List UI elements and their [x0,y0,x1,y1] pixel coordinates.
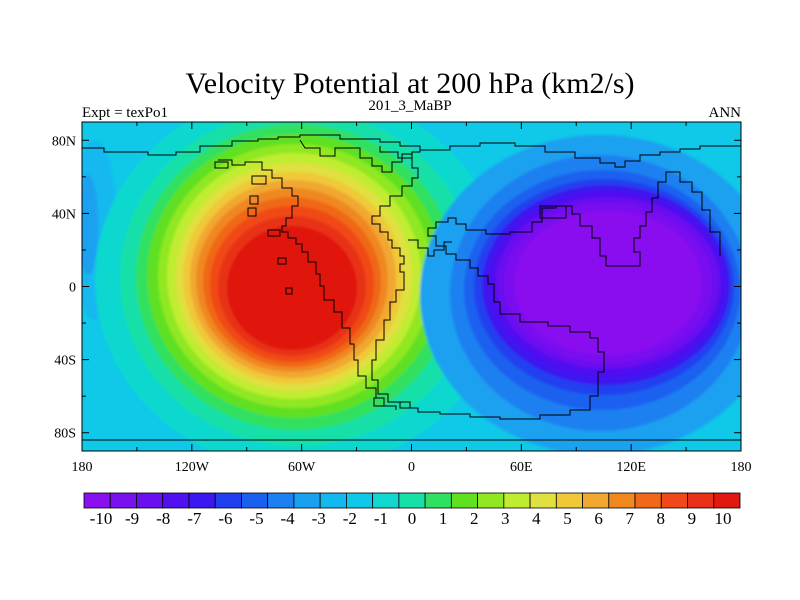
island-5 [267,229,281,237]
colorbar-box [555,492,583,509]
colorbar-label: 10 [715,509,732,528]
colorbar-label: 2 [470,509,479,528]
colorbar-label: 6 [594,509,603,528]
coastlines [82,134,741,441]
arabian-coastline [408,239,452,257]
island-6 [277,257,287,265]
colorbar-box [241,492,269,509]
x-tick-label: 180 [731,460,752,475]
colorbar-box [136,492,164,509]
colorbar-label: 4 [532,509,541,528]
colorbar-box [293,492,321,509]
island-10 [399,401,411,409]
colorbar-label: -7 [187,509,202,528]
contour-field [82,122,741,451]
island-9 [373,397,385,407]
colorbar-label: -4 [281,509,296,528]
colorbar-label: -2 [343,509,357,528]
colorbar-box [529,492,557,509]
colorbar-label: 0 [408,509,417,528]
y-tick-label: 40N [52,207,76,222]
colorbar-label: -10 [90,509,113,528]
y-tick-label: 40S [54,354,76,369]
subtitle-left: Expt = texPo1 [82,105,168,121]
colorbar-label: -8 [156,509,170,528]
island-1 [214,161,229,169]
island-3 [249,195,259,205]
colorbar: -10 -9 -8 -7 -6 -5 -4 -3 -2 -1 0 1 2 3 4 5 6 7 8 9 10 [83,492,741,528]
colorbar-box [398,492,426,509]
colorbar-label: -9 [125,509,139,528]
colorbar-label: 3 [501,509,510,528]
contour-neg-9 [514,211,702,355]
colorbar-label: 1 [439,509,448,528]
colorbar-label: -1 [374,509,388,528]
colorbar-box [503,492,531,509]
colorbar-label: 5 [563,509,572,528]
island-4 [247,207,257,217]
colorbar-box [345,492,374,509]
colorbar-label: 7 [625,509,634,528]
x-tick-label: 60E [510,460,533,475]
colorbar-label: -6 [218,509,232,528]
colorbar-box [608,492,636,509]
island-2 [251,175,267,185]
greenland-coastline [379,146,421,159]
colorbar-box [319,492,347,509]
y-axis: 80N 40N 0 40S 80S [52,134,741,442]
x-tick-label: 120W [175,460,210,475]
island-7 [285,287,293,295]
subtitle-center: 201_3_MaBP [368,98,451,114]
colorbar-label: -5 [249,509,263,528]
x-tick-label: 0 [408,460,415,475]
colorbar-label: 8 [657,509,666,528]
x-axis: 180 120W 60W 0 60E 120E 180 [72,122,752,475]
x-tick-label: 60W [288,460,316,475]
colorbar-box [582,492,610,509]
colorbar-label: 9 [688,509,697,528]
y-tick-label: 80S [54,427,76,442]
colorbar-box [450,492,478,509]
colorbar-box [188,492,216,509]
colorbar-label: -3 [312,509,326,528]
colorbar-box [162,492,190,509]
colorbar-box [424,492,452,509]
eastern-americas-coastline [299,139,721,420]
island-8 [539,205,567,219]
colorbar-box [634,492,662,509]
chart-title: Velocity Potential at 200 hPa (km2/s) [185,67,634,100]
colorbar-box [214,492,242,509]
x-tick-label: 180 [72,460,93,475]
west-blue-area [82,175,98,275]
colorbar-box [372,492,400,509]
colorbar-box [713,492,741,509]
americas-coastline [218,159,397,410]
colorbar-box [660,492,688,509]
x-tick-label: 120E [616,460,646,475]
colorbar-box [267,492,295,509]
colorbar-box [109,492,137,509]
northern-coastline [82,134,741,168]
y-tick-label: 80N [52,134,76,149]
subtitle-right: ANN [709,105,742,121]
colorbar-box [83,492,111,509]
y-tick-label: 0 [69,281,76,296]
colorbar-box [477,492,505,509]
colorbar-box [687,492,715,509]
